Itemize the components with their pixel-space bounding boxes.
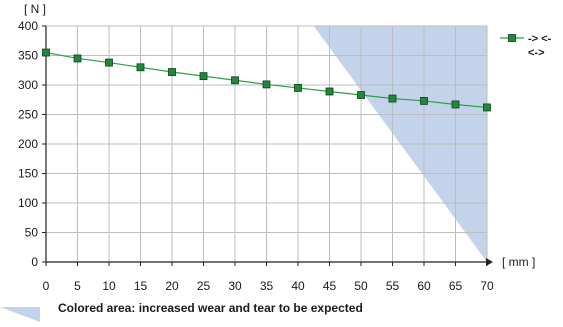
y-tick-label: 0 bbox=[31, 255, 38, 269]
data-point-marker bbox=[325, 87, 334, 96]
x-axis-unit-label: [ mm ] bbox=[502, 255, 535, 269]
x-tick-label: 5 bbox=[74, 279, 81, 293]
y-axis-unit-label: [ N ] bbox=[24, 2, 46, 16]
y-tick-label: 50 bbox=[25, 226, 39, 240]
x-tick-label: 70 bbox=[480, 279, 494, 293]
shaded-area-swatch bbox=[0, 307, 40, 322]
data-point-marker bbox=[451, 100, 460, 109]
data-point-marker bbox=[168, 68, 176, 76]
y-tick-label: 150 bbox=[18, 167, 38, 181]
tick-labels-layer: 0 50 100 150 200 250 300 350 400 0 5 10 15 20 25 30 35 40… bbox=[18, 19, 494, 293]
y-tick-label: 400 bbox=[18, 19, 38, 33]
y-tick-label: 100 bbox=[18, 196, 38, 210]
x-tick-label: 35 bbox=[260, 279, 274, 293]
x-tick-label: 0 bbox=[43, 279, 50, 293]
y-tick-label: 350 bbox=[18, 49, 38, 63]
x-tick-label: 45 bbox=[323, 279, 337, 293]
data-point-marker bbox=[483, 103, 491, 112]
x-tick-label: 60 bbox=[417, 279, 431, 293]
series-layer bbox=[42, 48, 491, 112]
grid-layer bbox=[46, 25, 488, 262]
data-point-marker bbox=[262, 80, 271, 89]
data-point-marker bbox=[357, 91, 365, 99]
legend-marker-swatch bbox=[508, 34, 516, 42]
data-point-marker bbox=[136, 63, 145, 72]
x-tick-label: 55 bbox=[386, 279, 400, 293]
x-tick-label: 65 bbox=[449, 279, 463, 293]
y-tick-label: 200 bbox=[18, 137, 38, 151]
data-point-marker bbox=[388, 94, 397, 103]
data-point-marker bbox=[231, 76, 239, 85]
x-tick-label: 15 bbox=[134, 279, 148, 293]
x-tick-label: 10 bbox=[102, 279, 116, 293]
data-point-marker bbox=[105, 58, 113, 67]
y-tick-label: 300 bbox=[18, 78, 38, 92]
legend-layer: -> <- <-> bbox=[500, 33, 552, 59]
x-tick-label: 25 bbox=[197, 279, 211, 293]
x-tick-label: 40 bbox=[291, 279, 305, 293]
data-point-marker bbox=[420, 97, 428, 105]
x-tick-label: 30 bbox=[228, 279, 242, 293]
y-tick-label: 250 bbox=[18, 108, 38, 122]
x-tick-label: 20 bbox=[165, 279, 179, 293]
legend-label-pull: <-> bbox=[528, 47, 545, 59]
data-point-marker bbox=[42, 48, 50, 57]
x-axis-arrowhead bbox=[486, 258, 493, 266]
shaded-area-footnote: Colored area: increased wear and tear to… bbox=[58, 301, 363, 315]
data-point-marker bbox=[73, 54, 82, 63]
data-point-marker bbox=[294, 84, 302, 92]
axes-layer bbox=[42, 25, 493, 266]
x-tick-label: 50 bbox=[354, 279, 368, 293]
legend-label-push: -> <- bbox=[528, 33, 552, 45]
data-point-marker bbox=[199, 72, 208, 81]
